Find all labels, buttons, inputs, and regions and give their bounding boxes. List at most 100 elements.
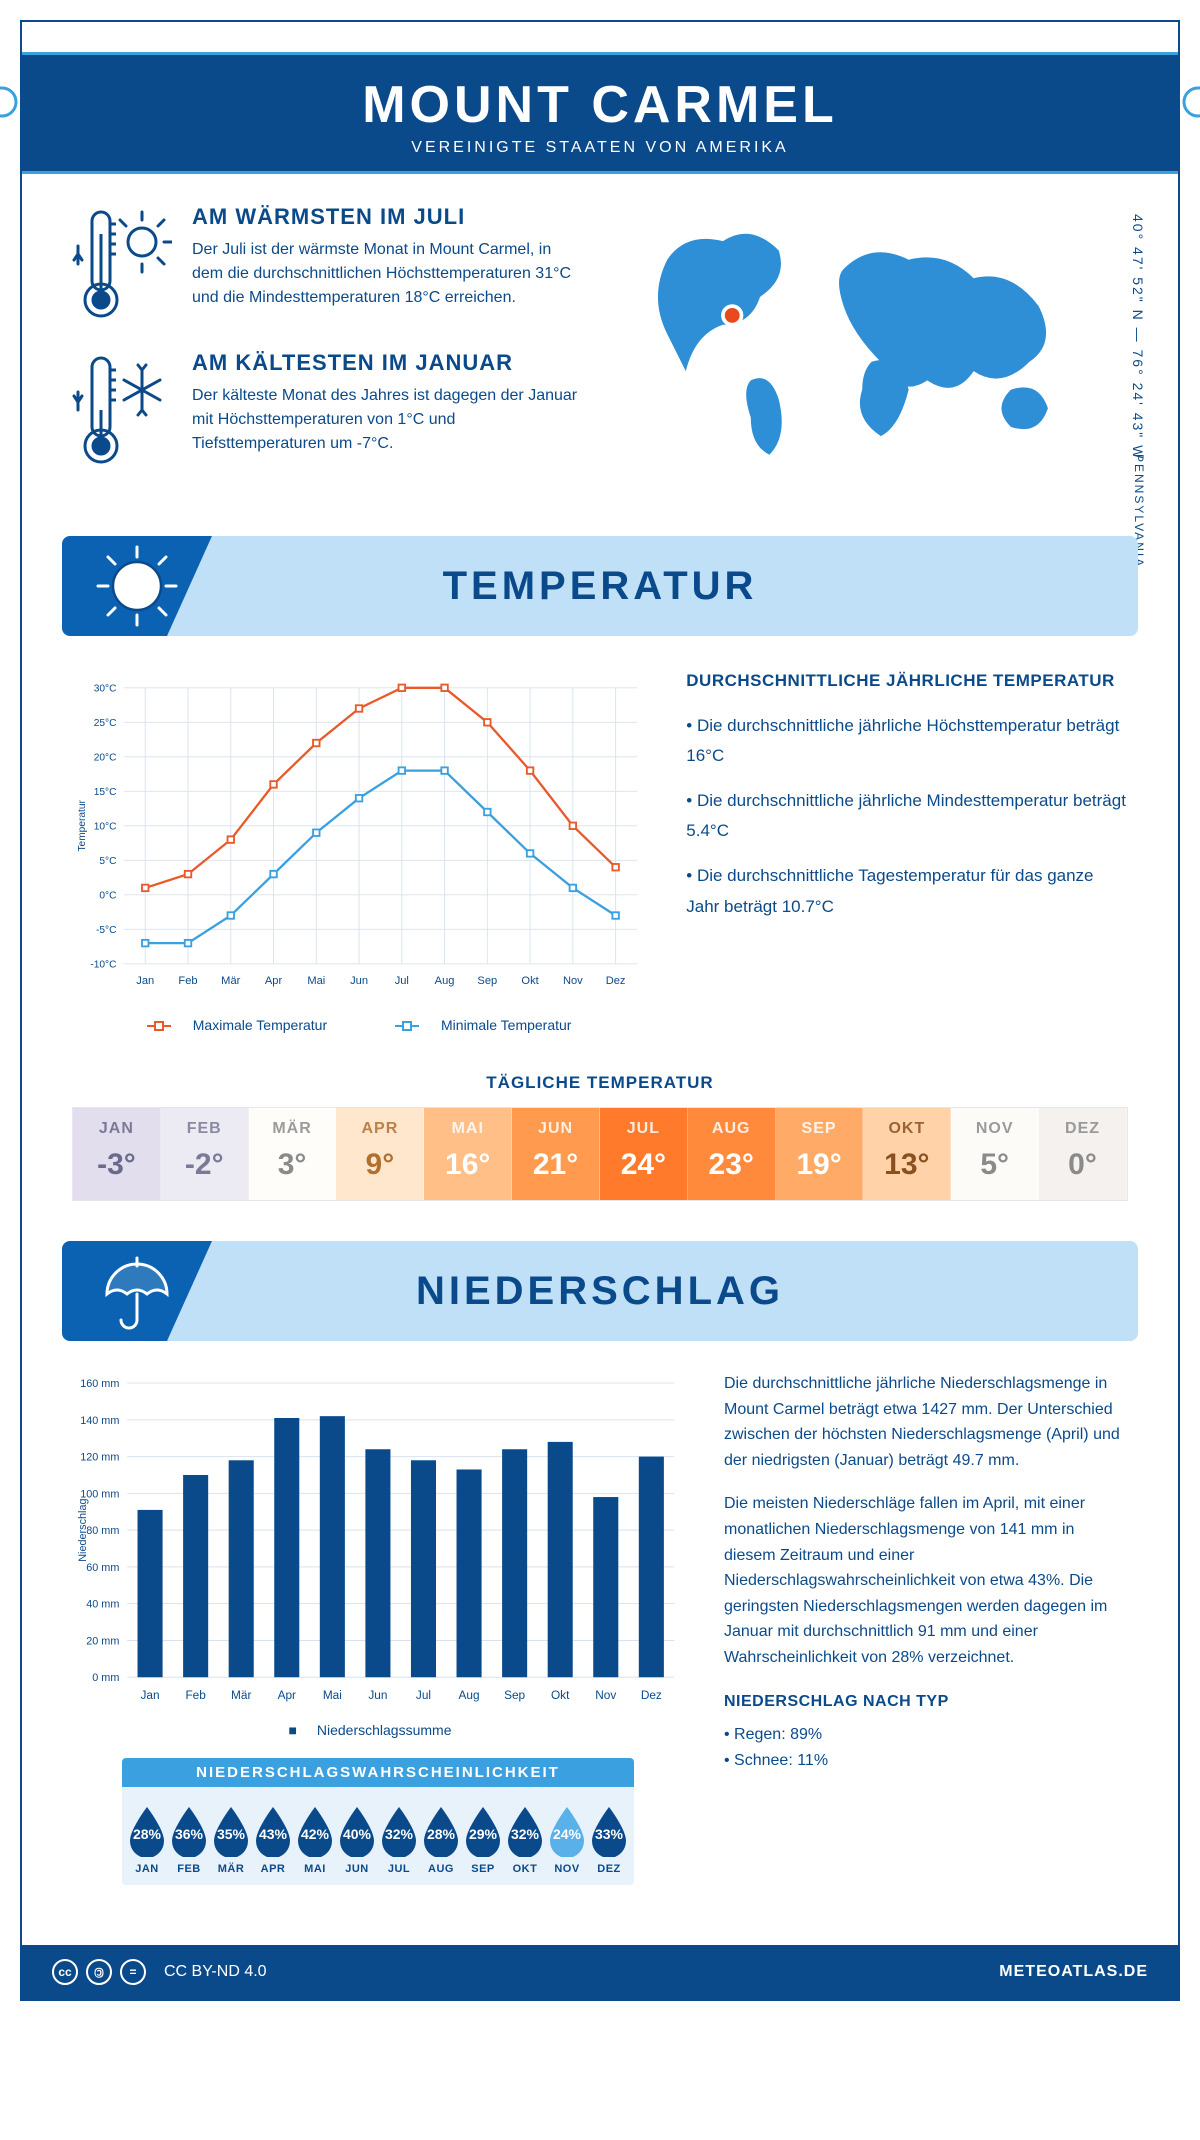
svg-text:Aug: Aug	[435, 975, 455, 987]
svg-text:-10°C: -10°C	[90, 960, 116, 971]
svg-text:Mai: Mai	[323, 1688, 342, 1702]
svg-text:5°C: 5°C	[99, 856, 116, 867]
temp-legend: Maximale Temperatur Minimale Temperatur	[72, 1011, 646, 1033]
temp-facts: DURCHSCHNITTLICHE JÄHRLICHE TEMPERATUR •…	[686, 666, 1128, 1033]
precip-p1: Die durchschnittliche jährliche Niedersc…	[724, 1371, 1128, 1473]
nd-icon: =	[120, 1959, 146, 1985]
temp-section: -10°C -5°C 0°C 5°C 10°C 15°C 20°C 25°C 30°C Jan Fe…	[22, 666, 1178, 1053]
svg-text:Mär: Mär	[221, 975, 240, 987]
temp-tile: OKT13°	[863, 1108, 951, 1200]
temp-tile: MÄR3°	[249, 1108, 337, 1200]
legend-max: Maximale Temperatur	[193, 1017, 327, 1033]
fact-coldest: AM KÄLTESTEN IM JANUAR Der kälteste Mona…	[72, 350, 585, 470]
svg-text:Nov: Nov	[563, 975, 583, 987]
svg-text:30°C: 30°C	[94, 684, 117, 695]
svg-text:Sep: Sep	[504, 1688, 525, 1702]
by-icon: 🄯	[86, 1959, 112, 1985]
svg-text:Mai: Mai	[307, 975, 325, 987]
svg-text:Feb: Feb	[178, 975, 197, 987]
temp-section-title: TEMPERATUR	[62, 564, 1138, 609]
temp-tile: AUG23°	[688, 1108, 776, 1200]
svg-text:Okt: Okt	[521, 975, 538, 987]
prob-drop: 36%FEB	[168, 1805, 210, 1875]
cc-icon: cc	[52, 1959, 78, 1985]
svg-text:Apr: Apr	[265, 975, 283, 987]
svg-text:Jan: Jan	[136, 975, 154, 987]
temp-fact-item: • Die durchschnittliche jährliche Höchst…	[686, 711, 1128, 772]
coordinates: 40° 47' 52" N — 76° 24' 43" W	[1130, 214, 1146, 460]
svg-text:-5°C: -5°C	[96, 925, 116, 936]
svg-text:40 mm: 40 mm	[86, 1599, 119, 1611]
prob-drop: 42%MAI	[294, 1805, 336, 1875]
prob-title: NIEDERSCHLAGSWAHRSCHEINLICHKEIT	[122, 1758, 634, 1787]
svg-text:Niederschlag: Niederschlag	[77, 1498, 89, 1561]
infographic-page: MOUNT CARMEL VEREINIGTE STAATEN VON AMER…	[20, 20, 1180, 2001]
fact-warm-title: AM WÄRMSTEN IM JULI	[192, 204, 585, 230]
svg-text:160 mm: 160 mm	[80, 1378, 119, 1390]
svg-text:0°C: 0°C	[99, 891, 116, 902]
prob-drop: 43%APR	[252, 1805, 294, 1875]
svg-text:0 mm: 0 mm	[92, 1672, 119, 1684]
prob-drop: 29%SEP	[462, 1805, 504, 1875]
temp-tile: MAI16°	[424, 1108, 512, 1200]
fact-warmest: AM WÄRMSTEN IM JULI Der Juli ist der wär…	[72, 204, 585, 324]
svg-text:Apr: Apr	[278, 1688, 296, 1702]
thermometer-sun-icon	[72, 204, 172, 324]
page-subtitle: VEREINIGTE STAATEN VON AMERIKA	[22, 139, 1178, 157]
svg-text:Mär: Mär	[231, 1688, 251, 1702]
temp-tile: DEZ0°	[1039, 1108, 1127, 1200]
temp-tile: JUL24°	[600, 1108, 688, 1200]
precip-p2: Die meisten Niederschläge fallen im Apri…	[724, 1491, 1128, 1670]
temp-tile: FEB-2°	[161, 1108, 249, 1200]
svg-text:10°C: 10°C	[94, 822, 117, 833]
temp-tile: APR9°	[336, 1108, 424, 1200]
umbrella-icon	[92, 1246, 182, 1336]
precip-section-title: NIEDERSCHLAG	[62, 1269, 1138, 1314]
legend-min: Minimale Temperatur	[441, 1017, 571, 1033]
page-title: MOUNT CARMEL	[22, 75, 1178, 135]
prob-drop: 24%NOV	[546, 1805, 588, 1875]
wind-icon	[0, 40, 32, 130]
cc-license: cc 🄯 = CC BY-ND 4.0	[52, 1959, 267, 1985]
svg-text:Dez: Dez	[606, 975, 626, 987]
svg-text:Jun: Jun	[368, 1688, 387, 1702]
svg-text:20 mm: 20 mm	[86, 1635, 119, 1647]
svg-text:Jun: Jun	[350, 975, 368, 987]
fact-cold-title: AM KÄLTESTEN IM JANUAR	[192, 350, 585, 376]
prob-drop: 32%OKT	[504, 1805, 546, 1875]
precip-probability: NIEDERSCHLAGSWAHRSCHEINLICHKEIT 28%JAN36…	[122, 1758, 634, 1885]
temp-fact-item: • Die durchschnittliche Tagestemperatur …	[686, 861, 1128, 922]
world-map	[615, 204, 1128, 464]
svg-text:Aug: Aug	[459, 1688, 480, 1702]
svg-text:Temperatur: Temperatur	[77, 799, 88, 851]
temp-facts-title: DURCHSCHNITTLICHE JÄHRLICHE TEMPERATUR	[686, 666, 1128, 697]
precip-text: Die durchschnittliche jährliche Niedersc…	[724, 1371, 1128, 1915]
temp-tile: SEP19°	[776, 1108, 864, 1200]
svg-text:Sep: Sep	[477, 975, 497, 987]
intro-section: AM WÄRMSTEN IM JULI Der Juli ist der wär…	[22, 204, 1178, 526]
temp-banner: TEMPERATUR	[62, 536, 1138, 636]
svg-text:120 mm: 120 mm	[80, 1452, 119, 1464]
svg-text:Feb: Feb	[185, 1688, 206, 1702]
precip-banner: NIEDERSCHLAG	[62, 1241, 1138, 1341]
svg-text:Nov: Nov	[595, 1688, 616, 1702]
prob-drop: 28%JAN	[126, 1805, 168, 1875]
prob-drop: 32%JUL	[378, 1805, 420, 1875]
svg-text:60 mm: 60 mm	[86, 1562, 119, 1574]
precip-type-item: • Regen: 89%	[724, 1722, 1128, 1748]
svg-text:Okt: Okt	[551, 1688, 570, 1702]
footer: cc 🄯 = CC BY-ND 4.0 METEOATLAS.DE	[22, 1945, 1178, 1999]
svg-text:20°C: 20°C	[94, 753, 117, 764]
precip-legend: ■ Niederschlagssumme	[72, 1716, 684, 1738]
daily-temp-tiles: JAN-3°FEB-2°MÄR3°APR9°MAI16°JUN21°JUL24°…	[72, 1107, 1128, 1201]
svg-text:15°C: 15°C	[94, 787, 117, 798]
svg-text:Dez: Dez	[641, 1688, 662, 1702]
prob-drop: 40%JUN	[336, 1805, 378, 1875]
svg-text:140 mm: 140 mm	[80, 1415, 119, 1427]
svg-text:25°C: 25°C	[94, 718, 117, 729]
temp-tile: JUN21°	[512, 1108, 600, 1200]
thermometer-snow-icon	[72, 350, 172, 470]
precip-section: 0 mm20 mm40 mm60 mm80 mm100 mm120 mm140 …	[22, 1371, 1178, 1925]
header-band: MOUNT CARMEL VEREINIGTE STAATEN VON AMER…	[22, 52, 1178, 174]
temp-fact-item: • Die durchschnittliche jährliche Mindes…	[686, 786, 1128, 847]
